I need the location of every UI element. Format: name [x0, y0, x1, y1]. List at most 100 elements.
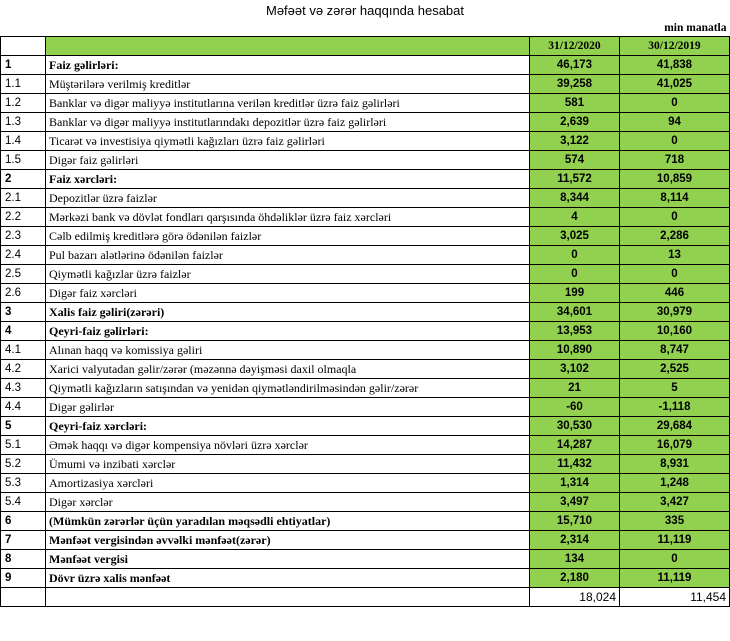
column-header-2019: 30/12/2019 — [619, 36, 730, 56]
income-statement-table: min manatla 31/12/2020 30/12/2019 1 Faiz … — [0, 20, 730, 607]
value-2020: 3,122 — [529, 131, 620, 151]
value-2019: 0 — [619, 207, 730, 227]
row-label: Mənfəət vergisindən əvvəlki mənfəət(zərə… — [45, 530, 530, 550]
row-number: 5.4 — [0, 492, 46, 512]
row-label: Xarici valyutadan gəlir/zərər (məzənnə d… — [45, 359, 530, 379]
value-2020: 8,344 — [529, 188, 620, 208]
row-label: Digər faiz xərcləri — [45, 283, 530, 303]
value-2020: 13,953 — [529, 321, 620, 341]
value-2019: 335 — [619, 511, 730, 531]
table-row: 7 Mənfəət vergisindən əvvəlki mənfəət(zər… — [0, 530, 730, 550]
row-label: Digər xərclər — [45, 492, 530, 512]
row-number: 1.4 — [0, 131, 46, 151]
row-number: 2.6 — [0, 283, 46, 303]
row-number: 6 — [0, 511, 46, 531]
value-2020: 581 — [529, 93, 620, 113]
value-2020: 21 — [529, 378, 620, 398]
table-row: 5.3 Amortizasiya xərcləri 1,314 1,248 — [0, 473, 730, 493]
table-row: 2.6 Digər faiz xərcləri 199 446 — [0, 283, 730, 303]
value-2020: 11,572 — [529, 169, 620, 189]
row-number: 2.1 — [0, 188, 46, 208]
row-label: Müştərilərə verilmiş kreditlər — [45, 74, 530, 94]
table-row: 1.1 Müştərilərə verilmiş kreditlər 39,258 4… — [0, 74, 730, 94]
value-2019: 29,684 — [619, 416, 730, 436]
row-label: Amortizasiya xərcləri — [45, 473, 530, 493]
table-row: 4 Qeyri-faiz gəlirləri: 13,953 10,160 — [0, 321, 730, 341]
value-2020: 0 — [529, 245, 620, 265]
report-title: Məfəət və zərər haqqında hesabat — [265, 3, 465, 18]
value-2019: 11,119 — [619, 568, 730, 588]
value-2020: 2,314 — [529, 530, 620, 550]
value-2019: 446 — [619, 283, 730, 303]
row-label: Xalis faiz gəliri(zərəri) — [45, 302, 530, 322]
row-label: Mənfəət vergisi — [45, 549, 530, 569]
row-number: 5.1 — [0, 435, 46, 455]
table-row: 5.1 Əmək haqqı və digər kompensiya növlər… — [0, 435, 730, 455]
value-2019: 30,979 — [619, 302, 730, 322]
value-2020: 4 — [529, 207, 620, 227]
row-label: Banklar və digər maliyyə institutlarında… — [45, 112, 530, 132]
header-label-cell — [45, 36, 530, 56]
row-number: 5.2 — [0, 454, 46, 474]
row-number: 1.1 — [0, 74, 46, 94]
row-label: Qiymətli kağızlar üzrə faizlər — [45, 264, 530, 284]
table-row: 9 Dövr üzrə xalis mənfəət 2,180 11,119 — [0, 568, 730, 588]
row-label: Alınan haqq və komissiya gəliri — [45, 340, 530, 360]
row-label: Depozitlər üzrə faizlər — [45, 188, 530, 208]
row-number: 1.3 — [0, 112, 46, 132]
table-row: 6 (Mümkün zərərlər üçün yaradılan məqsədl… — [0, 511, 730, 531]
table-row: 4.2 Xarici valyutadan gəlir/zərər (məzənn… — [0, 359, 730, 379]
value-2020: 3,102 — [529, 359, 620, 379]
table-row: 8 Mənfəət vergisi 134 0 — [0, 549, 730, 569]
row-label: Dövr üzrə xalis mənfəət — [45, 568, 530, 588]
value-2020: 134 — [529, 549, 620, 569]
value-2020: 3,497 — [529, 492, 620, 512]
row-label: (Mümkün zərərlər üçün yaradılan məqsədli… — [45, 511, 530, 531]
value-2020: 15,710 — [529, 511, 620, 531]
value-2020: 574 — [529, 150, 620, 170]
value-2020: 10,890 — [529, 340, 620, 360]
value-2019: 8,931 — [619, 454, 730, 474]
table-row: 2.5 Qiymətli kağızlar üzrə faizlər 0 0 — [0, 264, 730, 284]
row-number: 4 — [0, 321, 46, 341]
row-label: Faiz xərcləri: — [45, 169, 530, 189]
table-row: 5.2 Ümumi və inzibati xərclər 11,432 8,931 — [0, 454, 730, 474]
row-number: 2.5 — [0, 264, 46, 284]
row-label: Digər gəlirlər — [45, 397, 530, 417]
table-row: 4.4 Digər gəlirlər -60 -1,118 — [0, 397, 730, 417]
row-label: Ümumi və inzibati xərclər — [45, 454, 530, 474]
row-label: Cəlb edilmiş kreditlərə görə ödənilən fa… — [45, 226, 530, 246]
total-2020: 18,024 — [529, 587, 620, 607]
row-label: Banklar və digər maliyyə institutlarına … — [45, 93, 530, 113]
row-number: 2.4 — [0, 245, 46, 265]
row-number: 9 — [0, 568, 46, 588]
value-2020: 199 — [529, 283, 620, 303]
value-2019: 41,025 — [619, 74, 730, 94]
row-number: 8 — [0, 549, 46, 569]
value-2020: 46,173 — [529, 55, 620, 75]
value-2019: 1,248 — [619, 473, 730, 493]
row-number: 5 — [0, 416, 46, 436]
table-row: 5.4 Digər xərclər 3,497 3,427 — [0, 492, 730, 512]
totals-num-cell — [0, 587, 46, 607]
row-label: Faiz gəlirləri: — [45, 55, 530, 75]
table-row: 1.3 Banklar və digər maliyyə institutları… — [0, 112, 730, 132]
value-2019: 10,859 — [619, 169, 730, 189]
header-num-cell — [0, 36, 46, 56]
value-2019: 0 — [619, 549, 730, 569]
row-number: 2.3 — [0, 226, 46, 246]
row-label: Əmək haqqı və digər kompensiya növləri ü… — [45, 435, 530, 455]
column-header-2020: 31/12/2020 — [529, 36, 620, 56]
value-2020: -60 — [529, 397, 620, 417]
value-2019: 8,747 — [619, 340, 730, 360]
value-2020: 2,180 — [529, 568, 620, 588]
value-2019: -1,118 — [619, 397, 730, 417]
row-number: 1.2 — [0, 93, 46, 113]
value-2019: 10,160 — [619, 321, 730, 341]
table-row: 2.1 Depozitlər üzrə faizlər 8,344 8,114 — [0, 188, 730, 208]
unit-row: min manatla — [1, 20, 730, 37]
value-2020: 1,314 — [529, 473, 620, 493]
row-number: 4.1 — [0, 340, 46, 360]
value-2019: 94 — [619, 112, 730, 132]
